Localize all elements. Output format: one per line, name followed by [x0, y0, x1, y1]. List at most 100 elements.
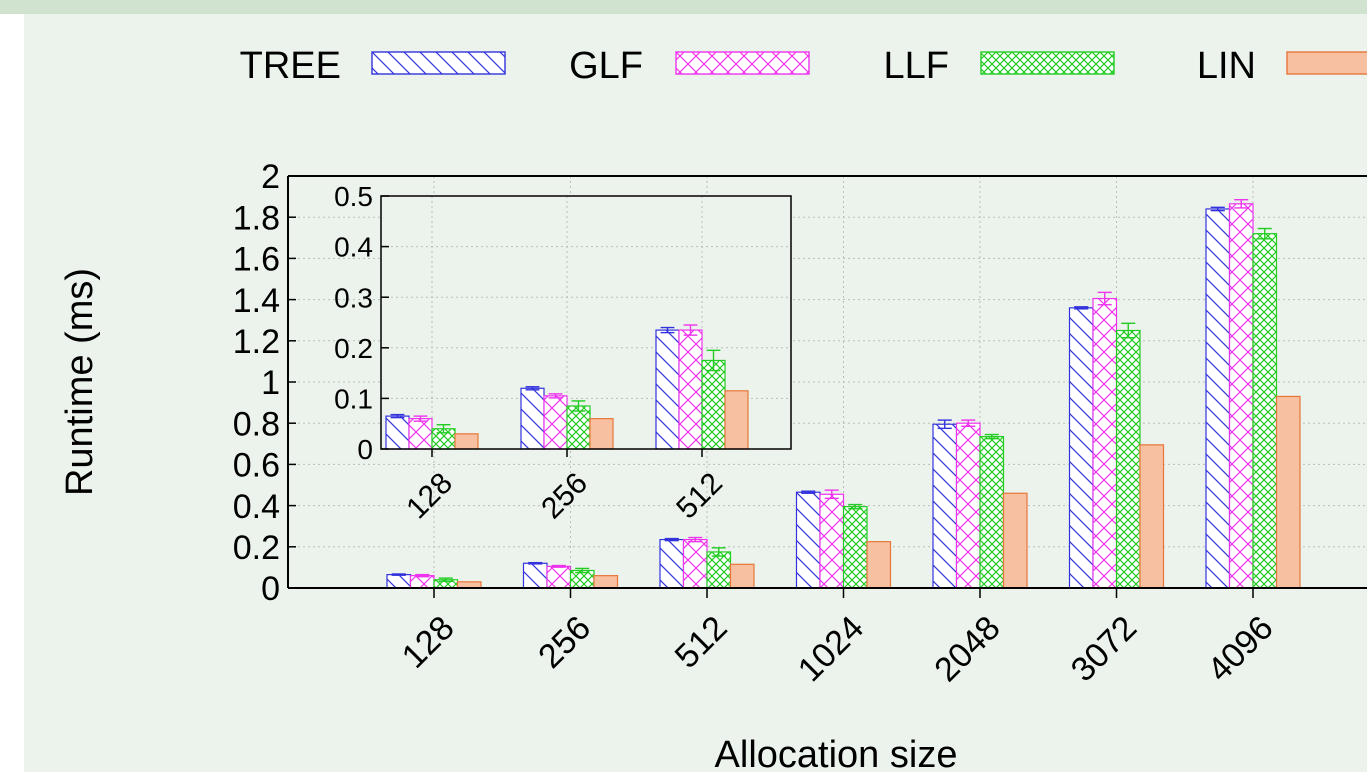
legend-item-glf: GLF — [569, 45, 810, 87]
inset-bar-glf-512 — [678, 329, 703, 450]
main-bar-glf-2048 — [955, 422, 981, 589]
main-y-tick-label: 1.4 — [233, 282, 280, 320]
legend: TREE GLF LLF LIN — [240, 45, 1367, 87]
y-axis-label: Runtime (ms) — [59, 268, 101, 496]
main-error-bar-glf-3072 — [1097, 291, 1112, 306]
main-bar-tree-1024 — [795, 491, 821, 589]
main-bar-tree-512 — [659, 538, 685, 589]
main-bar-tree-2048 — [932, 423, 958, 589]
main-y-tick-label: 0.6 — [233, 447, 280, 485]
main-y-tick-label: 0.8 — [233, 405, 280, 443]
main-y-tick-label: 2 — [261, 158, 280, 196]
inset-error-bar-glf-256 — [548, 393, 563, 399]
main-bar-llf-4096 — [1252, 233, 1278, 589]
main-y-tick-label: 1 — [261, 364, 280, 402]
main-x-tick-label: 2048 — [927, 609, 1007, 689]
main-bar-tree-128 — [386, 574, 412, 589]
inset-x-tick-label: 256 — [535, 467, 594, 526]
main-error-bar-glf-128 — [415, 573, 430, 578]
legend-swatch-glf — [675, 51, 810, 75]
inset-bar-lin-512 — [724, 390, 749, 450]
main-bar-llf-512 — [706, 551, 732, 589]
inset-bar-glf-128 — [408, 418, 433, 450]
main-y-tick-label: 0 — [261, 570, 280, 608]
inset-x-tick-label: 128 — [400, 467, 459, 526]
inset-y-tick-label: 0.4 — [334, 232, 373, 263]
main-y-tick-label: 1.8 — [233, 199, 280, 237]
inset-error-bar-tree-256 — [525, 386, 540, 391]
main-x-tick-label: 4096 — [1200, 609, 1280, 689]
main-bar-llf-3072 — [1115, 329, 1141, 589]
inset-y-tick-label: 0.1 — [334, 383, 373, 414]
main-y-tick-label: 0.2 — [233, 529, 280, 567]
legend-label-glf: GLF — [569, 45, 643, 87]
inset-y-tick-label: 0.5 — [334, 181, 373, 212]
left-margin — [0, 0, 24, 772]
legend-swatch-lin — [1286, 51, 1367, 75]
inset-y-tick-label: 0.2 — [334, 333, 373, 364]
main-bar-tree-4096 — [1205, 208, 1231, 589]
inset-bar-lin-256 — [589, 418, 614, 450]
inset-x-tick-label: 512 — [670, 467, 729, 526]
main-error-bar-glf-2048 — [961, 419, 976, 427]
main-bar-tree-3072 — [1068, 307, 1094, 589]
legend-label-llf: LLF — [884, 45, 949, 87]
legend-item-tree: TREE — [240, 45, 506, 87]
main-bar-glf-1024 — [819, 493, 845, 589]
main-error-bar-llf-256 — [575, 567, 590, 574]
inset-error-bar-tree-128 — [390, 413, 405, 419]
x-axis-label: Allocation size — [715, 734, 958, 772]
main-bar-lin-4096 — [1275, 395, 1301, 589]
inset-frame — [380, 195, 792, 450]
legend-item-lin: LIN — [1197, 45, 1367, 87]
inset-bar-llf-256 — [566, 405, 591, 450]
legend-item-llf: LLF — [884, 45, 1115, 87]
main-error-bar-tree-512 — [664, 537, 679, 542]
main-bar-glf-128 — [409, 575, 435, 589]
inset-error-bar-glf-512 — [683, 324, 698, 336]
main-y-tick-label: 0.4 — [233, 488, 280, 526]
legend-swatch-llf — [980, 51, 1115, 75]
inset-error-bar-llf-128 — [436, 424, 451, 434]
inset-bar-llf-512 — [701, 359, 726, 450]
main-x-tick-label: 3072 — [1064, 609, 1144, 689]
main-error-bar-llf-2048 — [984, 433, 999, 440]
main-bar-llf-1024 — [842, 506, 868, 589]
inset-error-bar-glf-128 — [413, 415, 428, 422]
main-y-tick-label: 1.6 — [233, 241, 280, 279]
inset-bars — [385, 324, 749, 450]
main-bar-lin-2048 — [1002, 492, 1028, 589]
main-error-bar-llf-3072 — [1121, 322, 1136, 339]
main-error-bar-glf-4096 — [1234, 198, 1249, 209]
main-bar-lin-3072 — [1139, 444, 1165, 589]
inset-bar-glf-256 — [543, 395, 568, 450]
main-x-tick-label: 512 — [668, 609, 735, 676]
main-bars — [386, 198, 1301, 589]
main-error-bar-tree-128 — [391, 573, 406, 576]
inset-bar-lin-128 — [454, 433, 479, 450]
main-x-tick-label: 256 — [531, 609, 598, 676]
inset-error-bar-llf-512 — [706, 349, 721, 372]
main-bar-glf-3072 — [1092, 297, 1118, 589]
inset-error-bar-tree-512 — [660, 326, 675, 334]
main-error-bar-tree-1024 — [801, 490, 816, 494]
main-bar-lin-256 — [593, 575, 619, 589]
main-error-bar-llf-4096 — [1257, 227, 1272, 240]
main-bar-lin-1024 — [866, 541, 892, 589]
inset-bar-tree-256 — [520, 387, 545, 450]
legend-label-lin: LIN — [1197, 45, 1256, 87]
inset-y-tick-label: 0 — [357, 434, 373, 465]
main-error-bar-tree-256 — [528, 561, 543, 565]
main-error-bar-glf-512 — [688, 536, 703, 543]
main-bar-tree-256 — [522, 562, 548, 589]
main-y-tick-label: 1.2 — [233, 323, 280, 361]
legend-swatch-tree — [371, 51, 506, 75]
main-x-tick-label: 128 — [395, 609, 462, 676]
inset-y-tick-label: 0.3 — [334, 282, 373, 313]
main-error-bar-llf-512 — [711, 547, 726, 557]
main-error-bar-glf-256 — [551, 564, 566, 568]
title-band — [0, 0, 1367, 14]
main-error-bar-glf-1024 — [824, 489, 839, 500]
